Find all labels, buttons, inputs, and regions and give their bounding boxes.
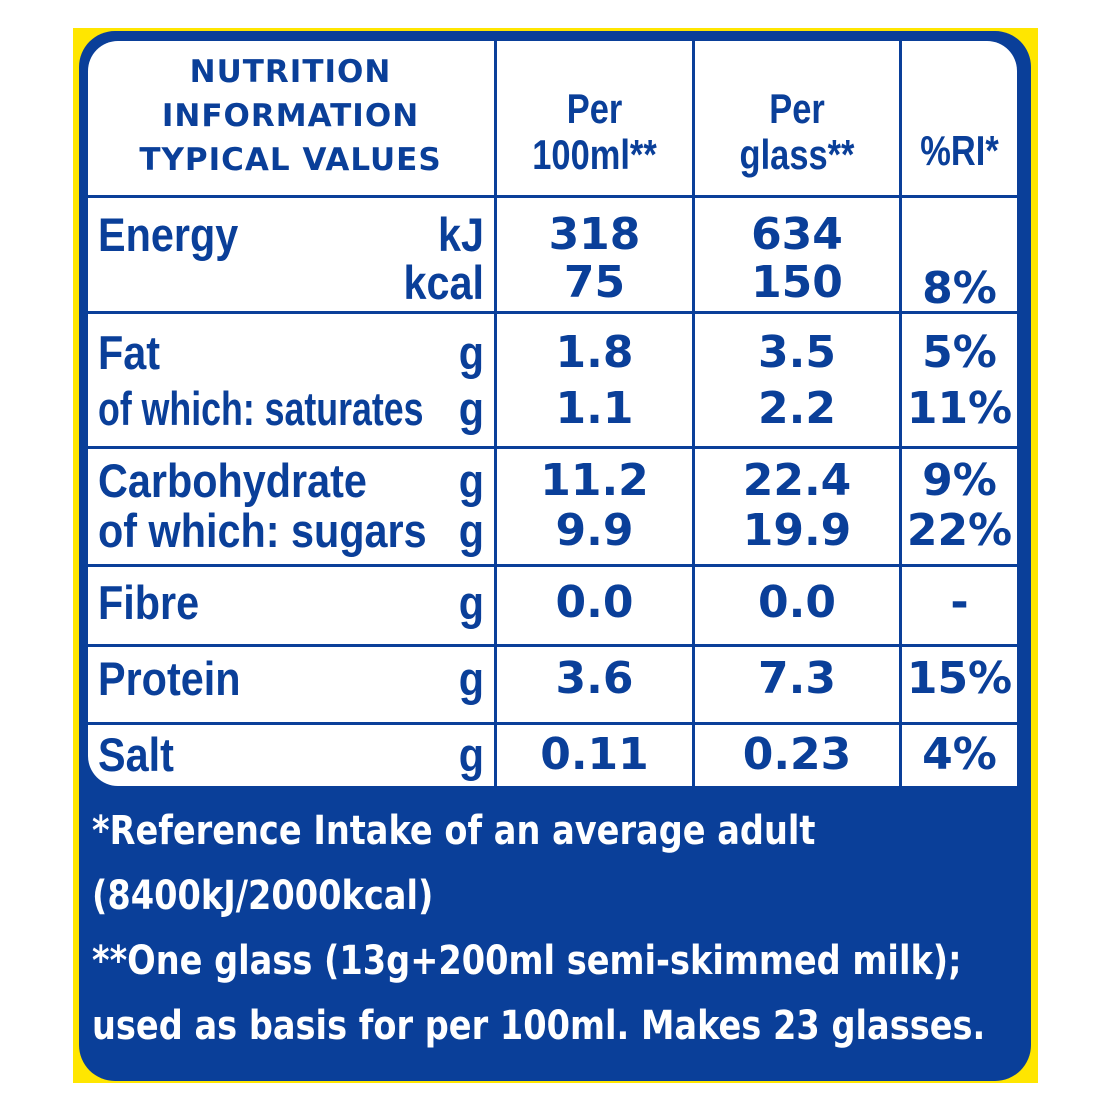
sugars-perglass: 19.9 bbox=[742, 505, 852, 556]
column-divider bbox=[494, 41, 497, 786]
sugars-ri: 22% bbox=[906, 505, 1013, 556]
salt-perglass: 0.23 bbox=[742, 729, 852, 780]
table-title-line: NUTRITION bbox=[189, 54, 392, 90]
fat-ri: 5% bbox=[922, 327, 997, 378]
carbohydrate-ri: 9% bbox=[922, 455, 997, 506]
nutrient-label-fibre: Fibre bbox=[98, 576, 200, 629]
col-header-perglass-line1: Per bbox=[769, 85, 825, 132]
protein-per100ml: 3.6 bbox=[555, 653, 634, 704]
salt-ri: 4% bbox=[922, 729, 997, 780]
carbohydrate-per100ml: 11.2 bbox=[540, 455, 649, 506]
salt-per100ml: 0.11 bbox=[540, 729, 649, 780]
saturates-ri: 11% bbox=[906, 383, 1013, 434]
saturates-perglass: 2.2 bbox=[758, 383, 836, 434]
unit-g: g bbox=[458, 326, 484, 379]
unit-g: g bbox=[458, 454, 484, 507]
col-header-per100ml-line2: 100ml** bbox=[532, 131, 657, 178]
nutrient-label-saturates: of which: saturates bbox=[98, 382, 424, 435]
sugars-per100ml: 9.9 bbox=[555, 505, 634, 556]
nutrient-label-fat: Fat bbox=[98, 326, 161, 379]
row-divider bbox=[88, 195, 1017, 198]
nutrient-label-energy: Energy bbox=[98, 208, 239, 261]
fibre-per100ml: 0.0 bbox=[555, 577, 634, 628]
row-divider bbox=[88, 311, 1017, 314]
footnote-basis: used as basis for per 100ml. Makes 23 gl… bbox=[92, 1003, 986, 1049]
col-header-ri: %RI* bbox=[920, 127, 999, 174]
protein-perglass: 7.3 bbox=[758, 653, 836, 704]
protein-ri: 15% bbox=[906, 653, 1013, 704]
unit-g: g bbox=[458, 576, 484, 629]
row-divider bbox=[88, 644, 1017, 647]
table-title-line: INFORMATION bbox=[161, 98, 420, 134]
nutrition-table: NUTRITION INFORMATION TYPICAL VALUES Per… bbox=[88, 41, 1017, 786]
nutrient-label-sugars: of which: sugars bbox=[98, 504, 427, 557]
row-divider bbox=[88, 446, 1017, 449]
unit-g: g bbox=[458, 382, 484, 435]
fibre-perglass: 0.0 bbox=[758, 577, 836, 628]
row-divider bbox=[88, 564, 1017, 567]
unit-g: g bbox=[458, 504, 484, 557]
saturates-per100ml: 1.1 bbox=[555, 383, 634, 434]
nutrient-label-protein: Protein bbox=[98, 652, 241, 705]
row-divider bbox=[88, 722, 1017, 725]
col-header-perglass-line2: glass** bbox=[739, 131, 855, 178]
energy-kj-per100ml: 318 bbox=[548, 209, 641, 260]
fibre-ri: - bbox=[950, 577, 969, 628]
fat-perglass: 3.5 bbox=[758, 327, 836, 378]
unit-g: g bbox=[458, 652, 484, 705]
col-header-per100ml-line1: Per bbox=[566, 85, 623, 132]
table-title-line: TYPICAL VALUES bbox=[139, 142, 442, 178]
energy-kcal-per100ml: 75 bbox=[563, 257, 626, 308]
footnote-one-glass: **One glass (13g+200ml semi-skimmed milk… bbox=[92, 938, 962, 984]
nutrient-label-salt: Salt bbox=[98, 728, 174, 781]
fat-per100ml: 1.8 bbox=[555, 327, 634, 378]
energy-kcal-perglass: 150 bbox=[751, 257, 843, 308]
energy-ri: 8% bbox=[922, 263, 997, 314]
unit-kcal: kcal bbox=[403, 256, 484, 309]
nutrient-label-carbohydrate: Carbohydrate bbox=[98, 454, 367, 507]
energy-kj-perglass: 634 bbox=[751, 209, 843, 260]
footnote-reference-intake: *Reference Intake of an average adult bbox=[92, 808, 816, 854]
carbohydrate-perglass: 22.4 bbox=[742, 455, 852, 506]
unit-g: g bbox=[458, 728, 484, 781]
column-divider bbox=[692, 41, 695, 786]
footnote-reference-values: (8400kJ/2000kcal) bbox=[92, 873, 434, 919]
column-divider bbox=[899, 41, 902, 786]
unit-kj: kJ bbox=[437, 208, 484, 261]
